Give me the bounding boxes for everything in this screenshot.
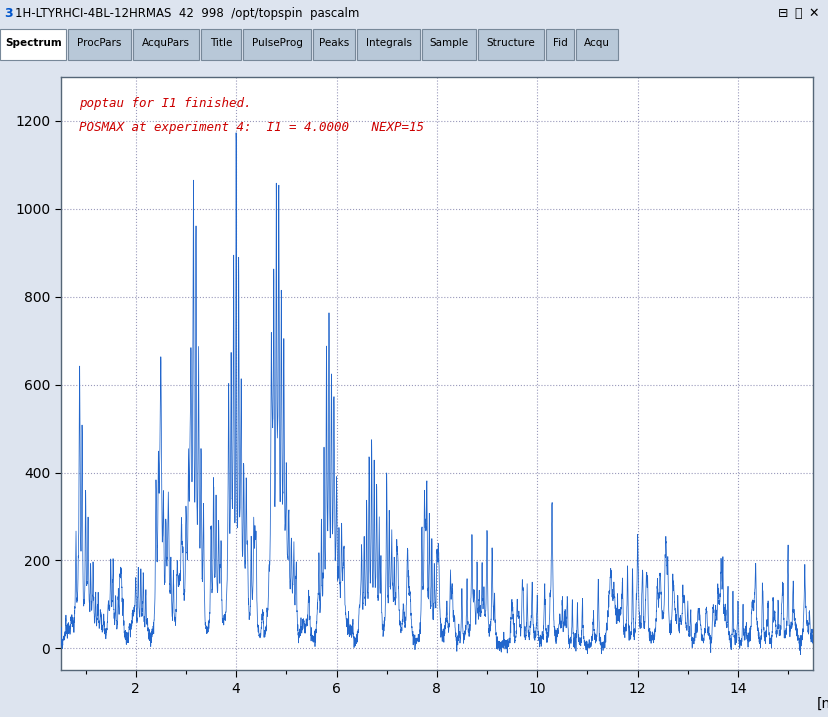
Text: AcquPars: AcquPars <box>142 39 190 49</box>
Text: Spectrum: Spectrum <box>5 39 61 49</box>
Text: Integrals: Integrals <box>365 39 412 49</box>
Text: poptau for I1 finished.: poptau for I1 finished. <box>79 98 252 110</box>
Bar <box>68 29 131 60</box>
Text: 1H-LTYRHCI-4BL-12HRMAS  42  998  /opt/topspin  pascalm: 1H-LTYRHCI-4BL-12HRMAS 42 998 /opt/topsp… <box>15 7 359 20</box>
Bar <box>546 29 574 60</box>
Bar <box>478 29 544 60</box>
Text: POSMAX at experiment 4:  I1 = 4.0000   NEXP=15: POSMAX at experiment 4: I1 = 4.0000 NEXP… <box>79 121 424 134</box>
Bar <box>243 29 311 60</box>
Bar <box>575 29 618 60</box>
Text: ⊟: ⊟ <box>777 7 787 20</box>
Text: Title: Title <box>209 39 232 49</box>
Text: ✕: ✕ <box>807 7 817 20</box>
Text: Acqu: Acqu <box>584 39 609 49</box>
Bar <box>200 29 241 60</box>
Bar <box>357 29 420 60</box>
Text: ⧉: ⧉ <box>793 7 802 20</box>
Text: Sample: Sample <box>429 39 468 49</box>
Text: 3: 3 <box>4 7 12 20</box>
Bar <box>421 29 476 60</box>
Text: ProcPars: ProcPars <box>77 39 122 49</box>
Bar <box>132 29 199 60</box>
Text: Fid: Fid <box>552 39 567 49</box>
Text: PulseProg: PulseProg <box>252 39 302 49</box>
Bar <box>313 29 355 60</box>
Text: [no]: [no] <box>816 697 828 711</box>
Text: Structure: Structure <box>486 39 535 49</box>
Bar <box>0 29 66 60</box>
Text: Peaks: Peaks <box>319 39 349 49</box>
